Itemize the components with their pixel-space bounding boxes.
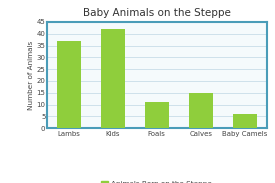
Bar xyxy=(189,93,213,128)
Legend: Animals Born on the Steppe: Animals Born on the Steppe xyxy=(98,178,215,183)
Y-axis label: Number of Animals: Number of Animals xyxy=(28,40,34,110)
Bar xyxy=(57,41,81,128)
Title: Baby Animals on the Steppe: Baby Animals on the Steppe xyxy=(83,8,231,18)
Bar xyxy=(145,102,169,128)
Bar xyxy=(233,114,257,128)
Bar xyxy=(101,29,125,128)
